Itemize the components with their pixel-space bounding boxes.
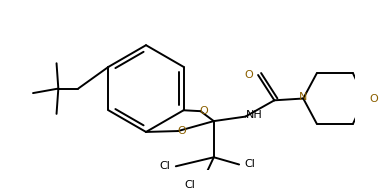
Text: O: O	[177, 126, 186, 136]
Text: N: N	[299, 92, 308, 102]
Text: Cl: Cl	[184, 180, 195, 188]
Text: Cl: Cl	[244, 159, 255, 170]
Text: Cl: Cl	[160, 161, 170, 171]
Text: O: O	[200, 106, 208, 116]
Text: O: O	[369, 93, 378, 104]
Text: NH: NH	[246, 110, 263, 120]
Text: O: O	[245, 70, 254, 80]
